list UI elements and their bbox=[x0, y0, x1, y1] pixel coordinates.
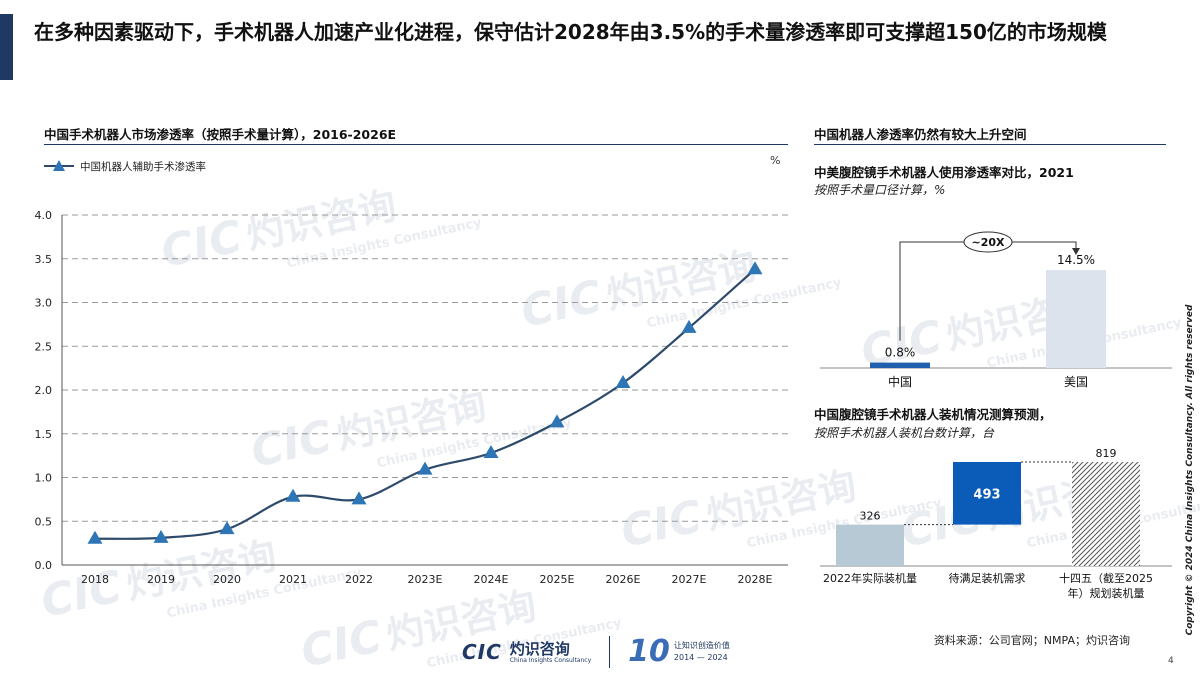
y-tick-label: 3.0 bbox=[35, 297, 53, 310]
right-panel-title: 中国机器人渗透率仍然有较大上升空间 bbox=[814, 127, 1027, 142]
y-tick-label: 1.5 bbox=[35, 428, 53, 441]
waterfall-bar-0 bbox=[836, 524, 904, 566]
penetration-line-chart: 0.0 0.5 1.0 1.5 2.0 2.5 3.0 3.5 4.0 2018 2019 2020 2… bbox=[35, 209, 788, 586]
x-tick-label: 2018 bbox=[81, 573, 109, 586]
data-point-marker bbox=[681, 319, 697, 333]
data-point-marker bbox=[615, 375, 631, 388]
y-tick-label: 2.5 bbox=[35, 340, 53, 353]
y-tick-label: 2.0 bbox=[35, 384, 53, 397]
x-tick-label: 2027E bbox=[672, 573, 707, 586]
page-title: 在多种因素驱动下，手术机器人加速产业化进程，保守估计2028年由3.5%的手术量… bbox=[34, 20, 1107, 44]
right-panel-divider bbox=[814, 144, 1166, 145]
x-tick-label: 2020 bbox=[213, 573, 241, 586]
data-point-marker bbox=[285, 488, 301, 502]
category-label-line1: 十四五（截至2025 bbox=[1059, 571, 1153, 585]
x-tick-label: 2028E bbox=[738, 573, 773, 586]
category-label: 2022年实际装机量 bbox=[823, 571, 917, 585]
data-point-marker bbox=[153, 529, 169, 543]
anniversary-slogan: 让知识创造价值 bbox=[673, 641, 730, 650]
x-tick-label: 2026E bbox=[606, 573, 641, 586]
left-chart-unit: % bbox=[770, 154, 781, 167]
y-tick-label: 1.0 bbox=[35, 472, 53, 485]
x-tick-label: 2022 bbox=[345, 573, 373, 586]
data-point-marker bbox=[483, 445, 499, 458]
x-tick-label: 2025E bbox=[540, 573, 575, 586]
installation-waterfall-chart: 326 493 819 2022年实际装机量 待满足装机需求 十四五（截至2025年）规划… bbox=[820, 447, 1172, 600]
multiplier-bubble bbox=[963, 231, 1013, 253]
x-tick-label: 2024E bbox=[474, 573, 509, 586]
bar-value-label: 819 bbox=[1096, 447, 1117, 460]
y-tick-label: 4.0 bbox=[35, 209, 53, 222]
page-number: 4 bbox=[1168, 656, 1174, 666]
data-point-marker bbox=[417, 461, 433, 475]
data-point-marker bbox=[747, 261, 763, 275]
line-chart-legend: 中国机器人辅助手术渗透率 bbox=[44, 156, 206, 176]
installation-chart-note: 按照手术机器人装机台数计算，台 bbox=[814, 426, 995, 440]
multiplier-arrowhead bbox=[1072, 248, 1080, 255]
x-tick-label: 2019 bbox=[147, 573, 175, 586]
cic-logo-icon: CIC bbox=[462, 640, 502, 664]
data-point-marker bbox=[219, 521, 235, 535]
bar-value-label: 14.5% bbox=[1057, 253, 1095, 267]
data-point-marker bbox=[351, 491, 367, 505]
comparison-chart-title: 中美腹腔镜手术机器人使用渗透率对比，2021 bbox=[814, 165, 1074, 180]
x-tick-label: 2023E bbox=[408, 573, 443, 586]
bar-value-label: 0.8% bbox=[885, 346, 916, 360]
y-tick-label: 3.5 bbox=[35, 253, 53, 266]
logo-name-en: China Insights Consultancy bbox=[509, 656, 592, 664]
china-us-comparison-chart: 0.8% 中国 14.5% 美国 ~20X bbox=[820, 231, 1172, 389]
series-line bbox=[94, 268, 756, 540]
anniversary-years: 2014 — 2024 bbox=[673, 653, 728, 662]
installation-chart-title: 中国腹腔镜手术机器人装机情况测算预测， bbox=[814, 407, 1052, 422]
y-tick-label: 0.0 bbox=[35, 559, 53, 572]
category-label-line2: 年）规划装机量 bbox=[1068, 586, 1145, 600]
category-label: 待满足装机需求 bbox=[949, 571, 1026, 585]
bar-0 bbox=[870, 362, 930, 368]
waterfall-bar-1 bbox=[953, 462, 1021, 525]
category-label: 美国 bbox=[1064, 375, 1088, 389]
footer-logo: CIC 灼识咨询 China Insights Consultancy 10 让… bbox=[462, 636, 730, 668]
bar-value-label: 493 bbox=[973, 487, 1000, 502]
left-panel-divider bbox=[44, 144, 788, 145]
legend-label: 中国机器人辅助手术渗透率 bbox=[80, 160, 206, 173]
comparison-chart-note: 按照手术量口径计算，% bbox=[814, 183, 946, 197]
bar-value-label: 326 bbox=[860, 510, 881, 523]
category-label: 中国 bbox=[888, 374, 912, 389]
y-tick-label: 0.5 bbox=[35, 515, 53, 528]
source-note: 资料来源：公司官网；NMPA；灼识咨询 bbox=[933, 634, 1130, 647]
logo-name-cn: 灼识咨询 bbox=[509, 639, 570, 658]
data-point-marker bbox=[87, 530, 103, 544]
title-accent-bar bbox=[0, 14, 13, 80]
multiplier-label: ~20X bbox=[971, 236, 1005, 249]
x-tick-label: 2021 bbox=[279, 573, 307, 586]
logo-divider bbox=[609, 636, 611, 668]
left-panel-title: 中国手术机器人市场渗透率（按照手术量计算），2016-2026E bbox=[44, 127, 397, 142]
bar-1 bbox=[1046, 270, 1106, 368]
legend-triangle-marker-icon bbox=[44, 160, 74, 171]
data-point-marker bbox=[549, 414, 565, 428]
waterfall-bar-2 bbox=[1072, 462, 1140, 566]
anniversary-10-icon: 10 bbox=[628, 634, 670, 669]
